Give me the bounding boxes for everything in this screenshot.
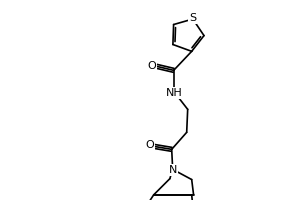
Text: O: O [147, 61, 156, 71]
Text: N: N [169, 165, 178, 175]
Text: S: S [189, 13, 197, 23]
Text: NH: NH [166, 88, 183, 98]
Text: O: O [145, 140, 154, 150]
